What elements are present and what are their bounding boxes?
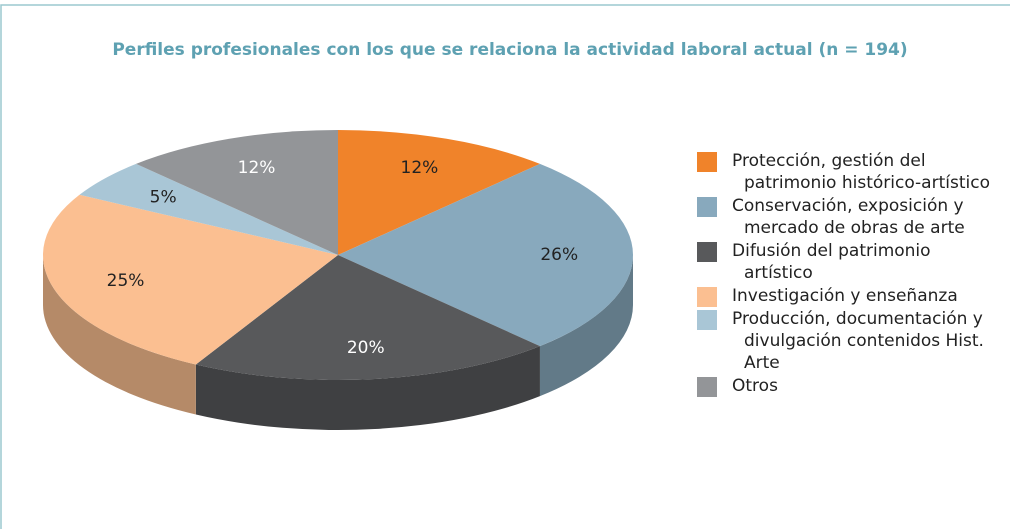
legend-item: Protección, gestión del patrimonio histó…: [697, 150, 997, 194]
pie-walls: [43, 255, 633, 430]
legend-swatch: [697, 242, 717, 262]
legend-item: Otros: [697, 375, 997, 397]
legend-item: Investigación y enseñanza: [697, 285, 997, 307]
legend-swatch: [697, 152, 717, 172]
legend-label: Conservación, exposición y mercado de ob…: [732, 196, 965, 238]
legend: Protección, gestión del patrimonio histó…: [697, 150, 997, 398]
data-label: 12%: [238, 158, 276, 178]
pie-slice: [42, 194, 338, 365]
legend-item: Difusión del patrimonio artístico: [697, 240, 997, 284]
legend-swatch: [697, 287, 717, 307]
legend-label: Protección, gestión del patrimonio histó…: [732, 151, 990, 193]
frame: [0, 4, 1010, 529]
chart-title: Perfiles profesionales con los que se re…: [112, 40, 907, 60]
legend-label: Producción, documentación y divulgación …: [732, 309, 984, 373]
data-label: 5%: [150, 188, 177, 208]
pie-tops: [42, 130, 633, 380]
legend-label: Difusión del patrimonio artístico: [732, 241, 931, 283]
legend-swatch: [697, 197, 717, 217]
pie-wall: [195, 346, 540, 430]
data-label: 12%: [401, 158, 439, 178]
pie-slice: [195, 255, 540, 380]
legend-label: Otros: [732, 376, 778, 396]
pie-labels: 12% 26% 20% 25% 5% 12%: [107, 158, 579, 358]
legend-swatch: [697, 377, 717, 397]
legend-swatch: [697, 310, 717, 330]
legend-label: Investigación y enseñanza: [732, 286, 958, 306]
pie-slice: [79, 163, 338, 255]
pie-wall: [43, 255, 196, 415]
legend-item: Producción, documentación y divulgación …: [697, 308, 997, 374]
data-label: 26%: [540, 245, 578, 265]
pie-slice: [338, 163, 633, 347]
legend-item: Conservación, exposición y mercado de ob…: [697, 195, 997, 239]
data-label: 25%: [107, 271, 145, 291]
pie-slice: [338, 130, 540, 255]
pie-slice: [136, 130, 338, 255]
pie-wall: [539, 255, 633, 397]
data-label: 20%: [347, 338, 385, 358]
